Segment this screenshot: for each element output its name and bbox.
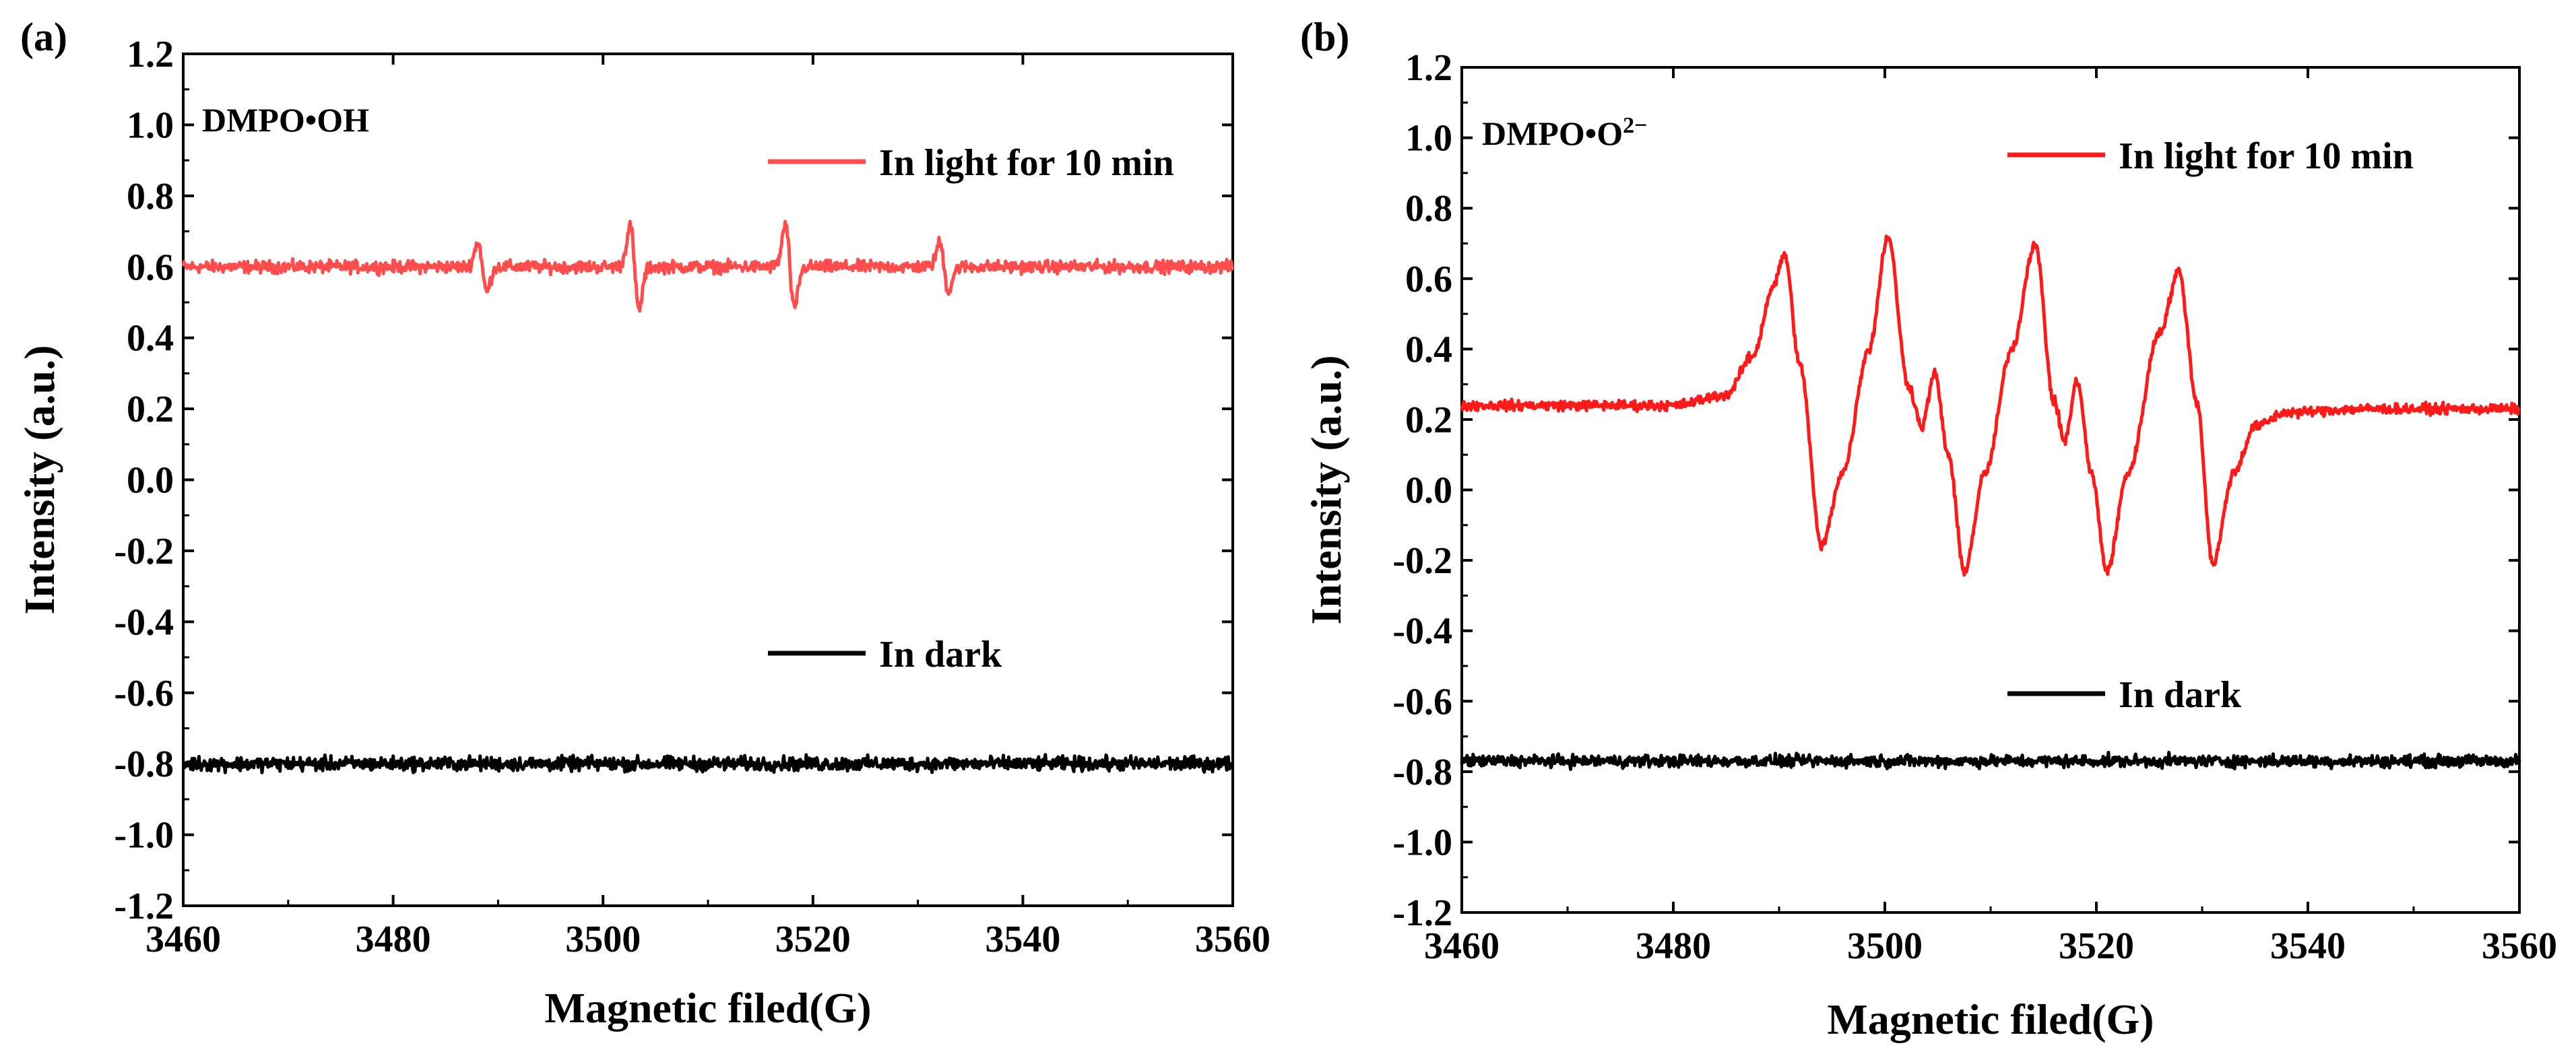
y-tick-label: 0.4 bbox=[127, 318, 174, 360]
x-tick-label: 3460 bbox=[146, 919, 221, 960]
y-tick-label: 1.0 bbox=[127, 104, 174, 146]
x-tick-label: 3560 bbox=[2482, 925, 2557, 967]
y-tick-label: 0.6 bbox=[127, 246, 174, 288]
panel-a: (a) 3460 3480 3500 3520 3540 3560 -1.2 -1.0 -0.8… bbox=[15, 15, 1270, 1032]
legend-dark-label: In dark bbox=[879, 634, 1002, 675]
y-tick-label: 0.2 bbox=[1405, 399, 1452, 441]
y-tick-label: -0.6 bbox=[114, 673, 174, 715]
y-tick-label: 1.2 bbox=[127, 34, 174, 75]
series-light-line bbox=[1460, 234, 2521, 577]
panel-b-annotation: DMPO•O2− bbox=[1482, 113, 1648, 153]
y-tick-label: -0.4 bbox=[1392, 611, 1452, 653]
y-tick-label: -1.0 bbox=[1392, 822, 1452, 863]
x-tick-label: 3500 bbox=[565, 919, 641, 960]
x-tick-label: 3500 bbox=[1847, 925, 1923, 967]
series-dark-line bbox=[1460, 750, 2521, 771]
y-tick-label: 0.4 bbox=[1405, 329, 1452, 370]
legend-light-label: In light for 10 min bbox=[879, 142, 1174, 184]
x-tick-label: 3540 bbox=[2270, 925, 2346, 967]
panel-a-label: (a) bbox=[20, 15, 67, 59]
x-tick-label: 3460 bbox=[1424, 925, 1500, 967]
series-dark-line bbox=[182, 753, 1235, 774]
panel-b-xlabel: Magnetic filed(G) bbox=[1827, 995, 2154, 1043]
panel-b-label: (b) bbox=[1300, 15, 1349, 59]
x-tick-label: 3480 bbox=[356, 919, 431, 960]
y-tick-label: 0.2 bbox=[127, 389, 174, 430]
y-tick-label: -0.8 bbox=[114, 743, 174, 785]
y-tick-label: -1.0 bbox=[114, 815, 174, 857]
legend-light-label: In light for 10 min bbox=[2119, 135, 2414, 177]
panel-a-annotation: DMPO•OH bbox=[202, 101, 369, 139]
x-tick-label: 3520 bbox=[2059, 925, 2134, 967]
x-tick-label: 3560 bbox=[1195, 919, 1270, 960]
y-tick-label: -0.4 bbox=[114, 601, 174, 643]
panel-b-frame bbox=[1460, 66, 2521, 914]
y-tick-label: -0.2 bbox=[114, 531, 174, 572]
panel-a-xlabel: Magnetic filed(G) bbox=[544, 984, 871, 1032]
y-tick-label: 1.0 bbox=[1405, 118, 1452, 160]
y-tick-label: 0.8 bbox=[1405, 188, 1452, 230]
x-tick-label: 3520 bbox=[775, 919, 851, 960]
y-tick-label: 0.0 bbox=[127, 460, 174, 502]
panel-b: (b) 3460 3480 3500 3520 3540 3560 -1.2 -1.0 -0.8… bbox=[1300, 15, 2557, 1043]
legend-dark-label: In dark bbox=[2119, 674, 2242, 716]
panel-a-ylabel: Intensity (a.u.) bbox=[15, 345, 63, 614]
y-tick-label: -0.6 bbox=[1392, 681, 1452, 723]
y-tick-label: 0.8 bbox=[127, 176, 174, 218]
x-tick-label: 3540 bbox=[985, 919, 1060, 960]
y-tick-label: 1.2 bbox=[1405, 47, 1452, 89]
y-tick-label: 0.6 bbox=[1405, 259, 1452, 300]
series-light-line bbox=[181, 220, 1235, 313]
y-tick-label: -1.2 bbox=[1392, 892, 1452, 934]
y-tick-label: -0.8 bbox=[1392, 752, 1452, 793]
y-tick-label: -1.2 bbox=[114, 886, 174, 927]
y-tick-label: -0.2 bbox=[1392, 540, 1452, 582]
y-tick-label: 0.0 bbox=[1405, 470, 1452, 512]
panel-b-ylabel: Intensity (a.u.) bbox=[1302, 355, 1350, 624]
x-tick-label: 3480 bbox=[1636, 925, 1711, 967]
